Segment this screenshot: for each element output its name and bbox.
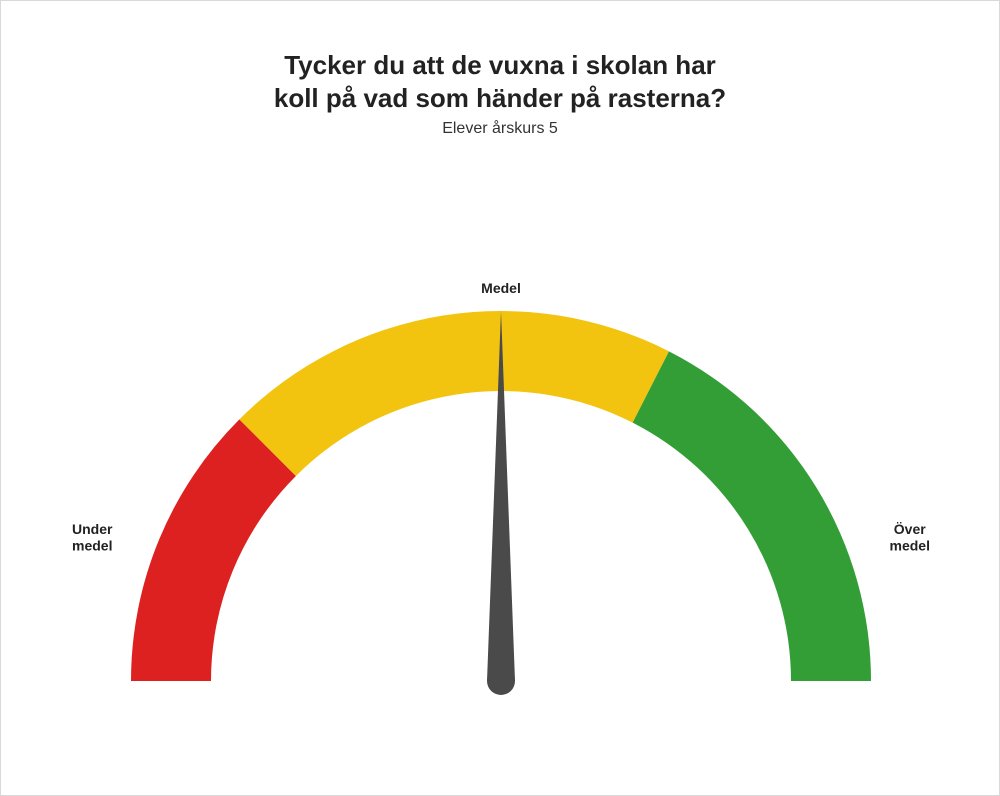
label-medel: Medel xyxy=(481,280,521,296)
title-line-1: Tycker du att de vuxna i skolan har xyxy=(284,50,716,80)
chart-subtitle: Elever årskurs 5 xyxy=(1,120,999,138)
gauge-segment-0 xyxy=(131,419,296,681)
gauge-chart: Undermedel Medel Övermedel xyxy=(51,181,951,741)
gauge-segment-2 xyxy=(633,351,871,681)
label-under-medel: Undermedel xyxy=(72,521,113,553)
title-block: Tycker du att de vuxna i skolan har koll… xyxy=(1,49,999,138)
gauge-hub xyxy=(487,667,515,695)
title-line-2: koll på vad som händer på rasterna? xyxy=(274,83,726,113)
label-over-medel: Övermedel xyxy=(890,521,930,553)
gauge-segment-1 xyxy=(239,311,669,476)
chart-frame: Tycker du att de vuxna i skolan har koll… xyxy=(0,0,1000,796)
chart-title: Tycker du att de vuxna i skolan har koll… xyxy=(1,49,999,114)
